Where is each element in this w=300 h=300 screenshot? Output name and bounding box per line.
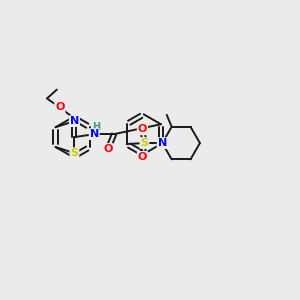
Text: N: N <box>90 129 99 139</box>
Text: S: S <box>70 148 78 158</box>
Text: N: N <box>70 116 79 126</box>
Text: N: N <box>158 138 167 148</box>
Text: H: H <box>92 122 100 132</box>
Text: O: O <box>103 144 113 154</box>
Text: S: S <box>140 138 148 148</box>
Text: O: O <box>55 102 64 112</box>
Text: O: O <box>138 124 147 134</box>
Text: O: O <box>138 152 147 162</box>
